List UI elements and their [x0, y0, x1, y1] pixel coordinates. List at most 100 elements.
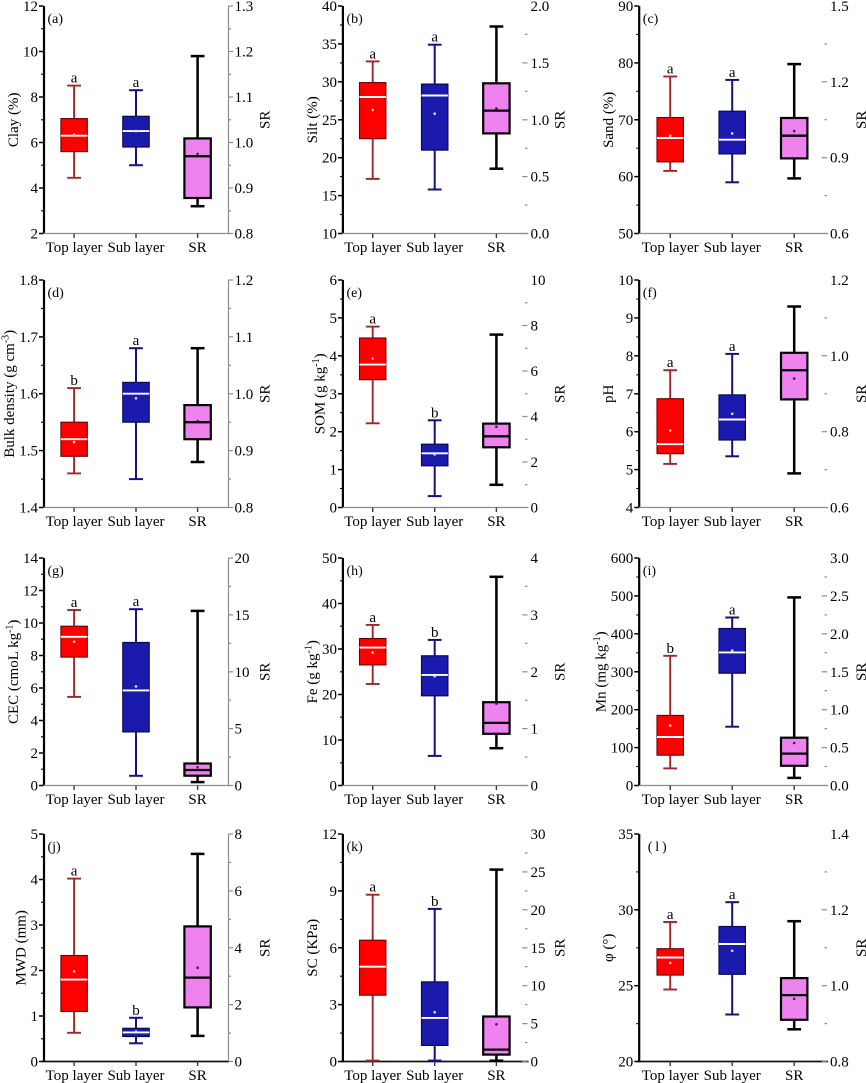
svg-text:SR: SR — [487, 514, 505, 530]
svg-text:SR: SR — [487, 792, 505, 808]
svg-text:a: a — [667, 907, 674, 923]
svg-text:0: 0 — [626, 779, 634, 795]
svg-text:0: 0 — [31, 779, 39, 795]
svg-text:SR: SR — [188, 514, 206, 530]
svg-text:25: 25 — [618, 979, 633, 995]
svg-text:14: 14 — [23, 551, 39, 567]
svg-text:0: 0 — [330, 779, 338, 795]
svg-text:SR: SR — [258, 939, 274, 957]
svg-text:10: 10 — [322, 227, 337, 243]
svg-text:8: 8 — [626, 349, 634, 365]
svg-text:5: 5 — [626, 463, 634, 479]
svg-text:4: 4 — [626, 501, 634, 517]
svg-text:15: 15 — [235, 608, 250, 624]
svg-text:SR: SR — [487, 1068, 505, 1083]
svg-text:6: 6 — [31, 681, 39, 697]
svg-text:0.5: 0.5 — [830, 741, 849, 757]
svg-text:b: b — [132, 1003, 140, 1019]
svg-text:25: 25 — [531, 865, 546, 881]
svg-text:0: 0 — [330, 1055, 338, 1071]
svg-text:a: a — [71, 595, 78, 611]
svg-text:6: 6 — [531, 364, 539, 380]
svg-text:1.2: 1.2 — [830, 903, 849, 919]
svg-text:5: 5 — [31, 827, 39, 843]
svg-text:0: 0 — [531, 1055, 539, 1071]
svg-text:a: a — [369, 880, 376, 896]
svg-text:CEC (cmoL kg-1​): CEC (cmoL kg-1​) — [4, 620, 22, 724]
svg-text:0.9: 0.9 — [235, 444, 254, 460]
svg-text:Sub layer: Sub layer — [406, 1068, 463, 1083]
svg-text:Sub layer: Sub layer — [406, 240, 463, 256]
svg-text:Top layer: Top layer — [642, 240, 699, 256]
svg-text:Top layer: Top layer — [46, 1068, 103, 1083]
svg-text:a: a — [729, 603, 736, 619]
svg-text:a: a — [729, 339, 736, 355]
svg-text:φ (°): φ (°) — [601, 934, 617, 962]
svg-text:1.2: 1.2 — [830, 273, 849, 289]
svg-text:30: 30 — [322, 75, 337, 91]
svg-text:Sub layer: Sub layer — [406, 792, 463, 808]
svg-text:0: 0 — [235, 779, 243, 795]
svg-text:2: 2 — [31, 227, 39, 243]
svg-text:0.5: 0.5 — [531, 170, 550, 186]
svg-text:1: 1 — [31, 1009, 39, 1025]
svg-text:Top layer: Top layer — [642, 1068, 699, 1083]
svg-text:a: a — [667, 62, 674, 78]
svg-text:Top layer: Top layer — [344, 1068, 401, 1083]
svg-text:20: 20 — [531, 903, 546, 919]
svg-text:SR: SR — [188, 1068, 206, 1083]
svg-text:10: 10 — [531, 273, 546, 289]
svg-text:SOM (g kg-1​): SOM (g kg-1​) — [311, 353, 329, 434]
svg-text:SR: SR — [854, 385, 866, 403]
svg-text:1.5: 1.5 — [830, 665, 849, 681]
svg-text:3: 3 — [330, 998, 338, 1014]
svg-text:0: 0 — [235, 1055, 243, 1071]
svg-text:1.2: 1.2 — [830, 75, 849, 91]
svg-text:7: 7 — [626, 387, 634, 403]
svg-text:SC (KPa): SC (KPa) — [305, 919, 321, 977]
svg-text:a: a — [71, 864, 78, 880]
svg-text:SR: SR — [258, 111, 274, 129]
svg-text:12: 12 — [23, 0, 38, 15]
svg-text:1.5: 1.5 — [531, 56, 550, 72]
svg-text:50: 50 — [618, 227, 633, 243]
svg-text:9: 9 — [330, 884, 338, 900]
svg-text:4: 4 — [235, 941, 243, 957]
svg-text:5: 5 — [531, 1017, 539, 1033]
svg-text:30: 30 — [322, 642, 337, 658]
svg-text:0: 0 — [531, 779, 539, 795]
svg-text:10: 10 — [618, 273, 633, 289]
svg-text:(d): (d) — [48, 286, 65, 301]
svg-text:4: 4 — [330, 349, 338, 365]
svg-text:SR: SR — [487, 240, 505, 256]
svg-text:15: 15 — [531, 941, 546, 957]
svg-text:(j): (j) — [48, 840, 62, 855]
svg-text:SR: SR — [553, 663, 569, 681]
svg-text:SR: SR — [854, 939, 866, 957]
svg-text:SR: SR — [553, 385, 569, 403]
svg-text:( l ): ( l ) — [648, 840, 667, 855]
svg-text:SR: SR — [553, 111, 569, 129]
svg-text:9: 9 — [626, 311, 634, 327]
svg-text:(c): (c) — [643, 12, 659, 27]
svg-text:1.5: 1.5 — [19, 444, 38, 460]
svg-text:Sub layer: Sub layer — [704, 1068, 761, 1083]
svg-text:1.2: 1.2 — [235, 45, 254, 61]
svg-text:(e): (e) — [347, 286, 363, 301]
svg-text:Top layer: Top layer — [344, 240, 401, 256]
svg-text:40: 40 — [322, 597, 337, 613]
svg-text:0.9: 0.9 — [830, 151, 849, 167]
svg-text:Sand (%): Sand (%) — [601, 92, 617, 148]
svg-text:SR: SR — [258, 385, 274, 403]
svg-text:20: 20 — [618, 1055, 633, 1071]
svg-text:a: a — [369, 610, 376, 626]
svg-text:35: 35 — [618, 827, 633, 843]
svg-text:0.0: 0.0 — [531, 227, 550, 243]
svg-text:0.9: 0.9 — [235, 181, 254, 197]
svg-text:1.7: 1.7 — [19, 330, 38, 346]
svg-text:a: a — [369, 46, 376, 62]
svg-text:SR: SR — [785, 514, 803, 530]
svg-text:a: a — [133, 594, 140, 610]
svg-text:8: 8 — [235, 827, 243, 843]
svg-text:Top layer: Top layer — [344, 514, 401, 530]
